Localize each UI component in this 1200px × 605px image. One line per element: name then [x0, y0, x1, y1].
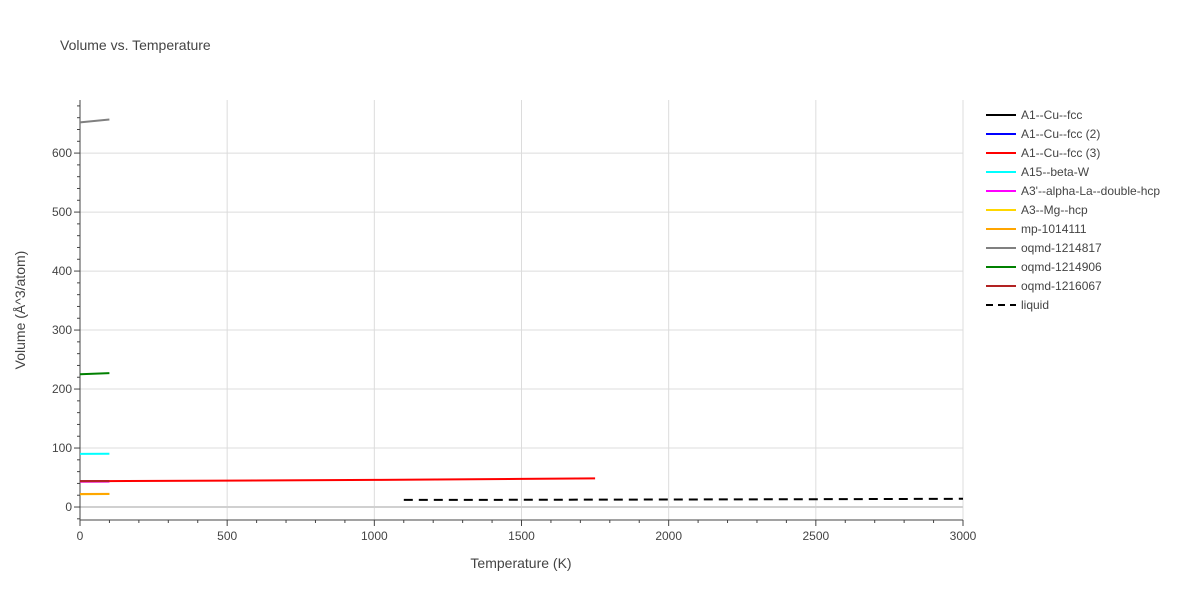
legend-item[interactable]: A1--Cu--fcc (2) — [986, 127, 1100, 141]
x-tick-label: 2500 — [802, 529, 829, 543]
x-tick-label: 3000 — [950, 529, 977, 543]
legend-item[interactable]: liquid — [986, 298, 1049, 312]
legend-label: A3--Mg--hcp — [1021, 203, 1088, 217]
series-line-10 — [404, 499, 963, 500]
series-line-7 — [80, 120, 109, 123]
legend-label: liquid — [1021, 298, 1049, 312]
x-axis-title: Temperature (K) — [470, 555, 571, 571]
x-tick-label: 500 — [217, 529, 237, 543]
y-axis-title: Volume (Å^3/atom) — [12, 251, 28, 370]
grid-layer — [80, 100, 963, 520]
series-line-2 — [80, 478, 595, 481]
legend-label: A15--beta-W — [1021, 165, 1090, 179]
legend-item[interactable]: A1--Cu--fcc — [986, 108, 1082, 122]
x-tick-label: 0 — [77, 529, 84, 543]
y-tick-label: 300 — [52, 323, 72, 337]
x-tick-label: 1000 — [361, 529, 388, 543]
legend-item[interactable]: A1--Cu--fcc (3) — [986, 146, 1100, 160]
x-tick-label: 2000 — [655, 529, 682, 543]
y-tick-label: 500 — [52, 205, 72, 219]
legend-item[interactable]: oqmd-1216067 — [986, 279, 1102, 293]
y-tick-label: 100 — [52, 441, 72, 455]
legend-label: oqmd-1216067 — [1021, 279, 1102, 293]
legend[interactable]: A1--Cu--fcc A1--Cu--fcc (2) A1--Cu--fcc (3… — [986, 108, 1160, 312]
x-tick-label: 1500 — [508, 529, 535, 543]
y-tick-label: 0 — [65, 500, 72, 514]
y-tick-label: 600 — [52, 146, 72, 160]
y-tick-label: 400 — [52, 264, 72, 278]
legend-label: A1--Cu--fcc (2) — [1021, 127, 1100, 141]
legend-label: oqmd-1214906 — [1021, 260, 1102, 274]
legend-item[interactable]: mp-1014111 — [986, 222, 1087, 236]
legend-item[interactable]: A15--beta-W — [986, 165, 1090, 179]
legend-item[interactable]: oqmd-1214906 — [986, 260, 1102, 274]
legend-item[interactable]: oqmd-1214817 — [986, 241, 1102, 255]
legend-item[interactable]: A3'--alpha-La--double-hcp — [986, 184, 1160, 198]
legend-label: A3'--alpha-La--double-hcp — [1021, 184, 1160, 198]
series-line-8 — [80, 373, 109, 374]
legend-label: mp-1014111 — [1021, 222, 1087, 236]
chart-title: Volume vs. Temperature — [60, 37, 211, 53]
legend-label: oqmd-1214817 — [1021, 241, 1102, 255]
legend-item[interactable]: A3--Mg--hcp — [986, 203, 1088, 217]
legend-label: A1--Cu--fcc (3) — [1021, 146, 1100, 160]
axes-layer: 0 500 1000 1500 2000 2500 3000 0 100 200 300 400 500… — [52, 100, 977, 543]
y-tick-label: 200 — [52, 382, 72, 396]
legend-label: A1--Cu--fcc — [1021, 108, 1082, 122]
